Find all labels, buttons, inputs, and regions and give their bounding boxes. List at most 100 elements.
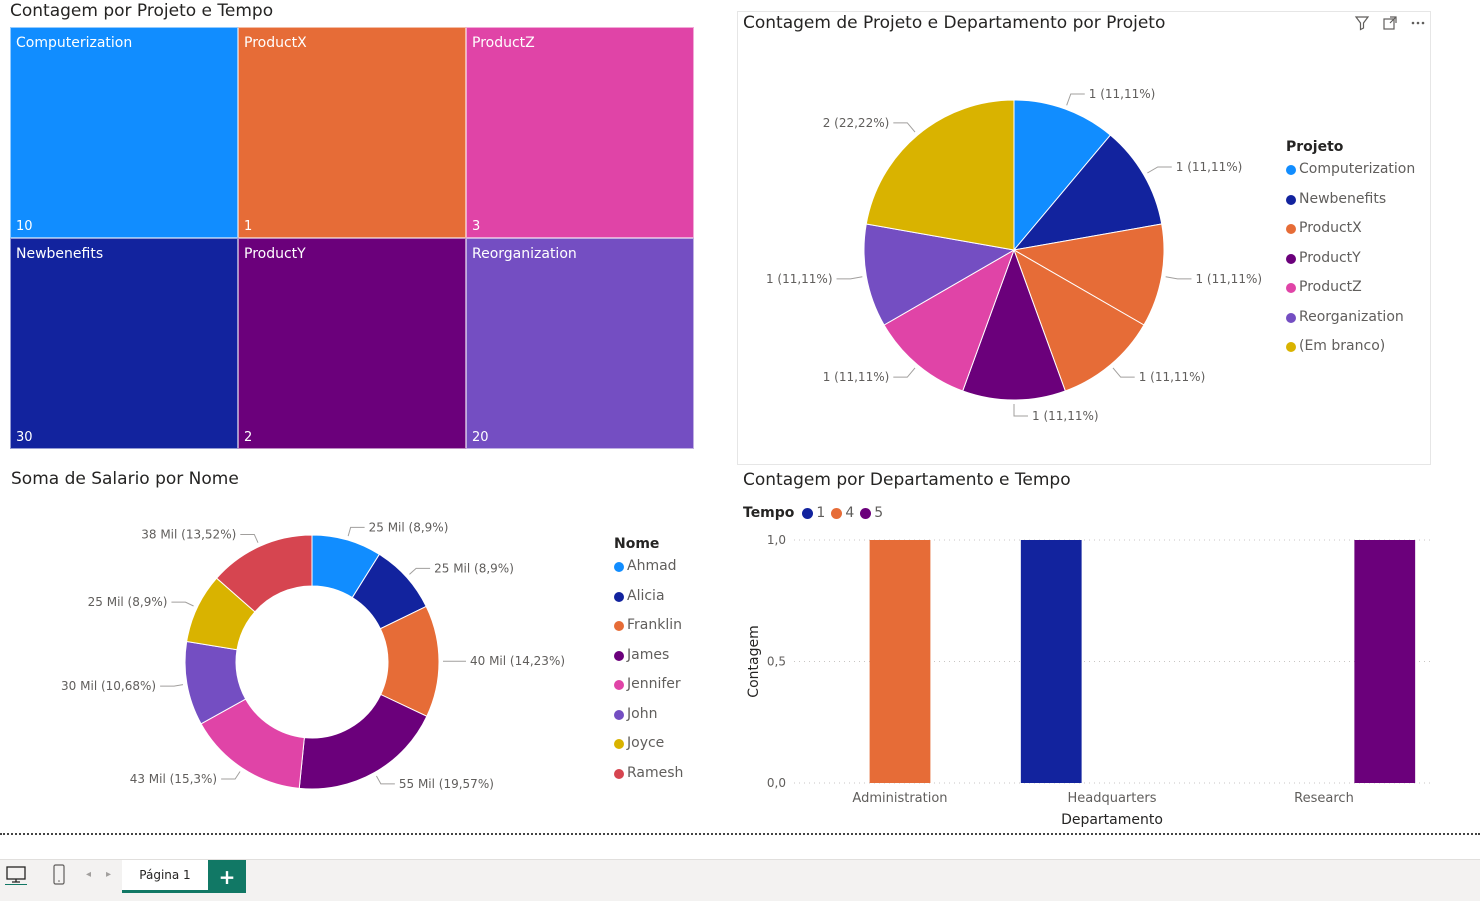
pie-slice-computerization[interactable] (1013, 99, 1112, 252)
legend-marker (831, 507, 843, 519)
pie-legend-item-producty[interactable]: ProductY (1286, 250, 1415, 280)
donut-legend-item-ramesh[interactable]: Ramesh (614, 765, 683, 795)
pie-data-label: 2 (22,22%) (823, 116, 890, 130)
legend-label: Newbenefits (1299, 190, 1387, 207)
legend-marker (614, 768, 624, 779)
pie-leader-line (1066, 93, 1085, 106)
donut-slice-james[interactable] (298, 693, 428, 790)
pie-slice-reorganization[interactable] (863, 223, 1016, 326)
bar-administration-tempo-4[interactable] (869, 540, 931, 783)
x-axis-title: Departamento (1061, 812, 1163, 828)
treemap-tile-value: 3 (472, 219, 481, 234)
legend-marker (1286, 165, 1296, 175)
more-options-icon[interactable] (1409, 14, 1427, 32)
donut-legend-title: Nome (614, 536, 660, 552)
bar-legend: Tempo 1 4 5 (743, 505, 889, 521)
pie-slice-producty[interactable] (962, 248, 1066, 401)
visual-header-icons (1353, 14, 1427, 32)
donut-leader-line (171, 601, 194, 607)
treemap-tile-computerization[interactable]: Computerization 10 (10, 27, 238, 238)
treemap-tile-label: ProductZ (472, 35, 535, 51)
donut-leader-line (240, 533, 259, 543)
pie-slice-newbenefits[interactable] (1012, 134, 1163, 251)
legend-label: John (627, 705, 658, 722)
donut-legend-item-joyce[interactable]: Joyce (614, 735, 683, 765)
donut-legend-item-alicia[interactable]: Alicia (614, 588, 683, 618)
treemap-tile-producty[interactable]: ProductY 2 (238, 238, 466, 449)
legend-marker (614, 621, 624, 631)
pie-leader-line (893, 367, 916, 378)
legend-marker (614, 739, 624, 749)
tab-pagina-1[interactable]: Página 1 (122, 860, 208, 893)
x-tick-label: Administration (852, 791, 947, 806)
focus-mode-icon[interactable] (1381, 14, 1399, 32)
bar-research-tempo-5[interactable] (1354, 540, 1416, 783)
donut-legend-item-james[interactable]: James (614, 647, 683, 677)
pie-data-label: 1 (11,11%) (1089, 87, 1156, 101)
pie-slice-productx[interactable] (1013, 248, 1145, 392)
bar-legend-item-5[interactable]: 5 (860, 505, 883, 521)
donut-data-label: 25 Mil (8,9%) (369, 520, 449, 534)
treemap-tile-productz[interactable]: ProductZ 3 (466, 27, 694, 238)
pie-legend-title: Projeto (1286, 139, 1344, 155)
treemap-tile-reorganization[interactable]: Reorganization 20 (466, 238, 694, 449)
legend-label: 5 (874, 505, 884, 521)
pie-leader-line (1013, 404, 1028, 417)
legend-marker (614, 709, 624, 720)
pie-slice-em-branco[interactable] (865, 99, 1015, 251)
legend-label: Computerization (1299, 161, 1416, 177)
pie-slice-productx[interactable] (1012, 223, 1165, 326)
legend-label: Ahmad (627, 558, 677, 574)
treemap-tile-productx[interactable]: ProductX 1 (238, 27, 466, 238)
treemap-tile-label: Newbenefits (16, 246, 104, 262)
legend-marker (614, 650, 624, 661)
donut-legend-item-ahmad[interactable]: Ahmad (614, 558, 683, 588)
legend-label: ProductX (1299, 220, 1362, 236)
pie-data-label: 1 (11,11%) (766, 272, 833, 286)
next-page-icon[interactable]: ▸ (106, 869, 112, 880)
pie-leader-line (1147, 166, 1172, 174)
donut-data-label: 55 Mil (19,57%) (399, 777, 494, 791)
donut-leader-line (160, 684, 184, 687)
legend-label: Ramesh (627, 764, 684, 781)
pie-data-label: 1 (11,11%) (823, 370, 890, 384)
legend-marker (1286, 342, 1296, 352)
treemap-tile-value: 10 (16, 219, 33, 234)
pie-slice-productz[interactable] (883, 248, 1015, 392)
treemap-chart: Computerization 10 ProductX 1 ProductZ 3 Newbe… (10, 27, 694, 449)
legend-label: 1 (816, 505, 826, 521)
x-tick-label: Research (1294, 791, 1354, 806)
bottom-strip (0, 894, 1480, 901)
donut-slice-ramesh[interactable] (215, 534, 313, 613)
donut-leader-line (376, 775, 395, 785)
pie-chart: 1 (11,11%) 1 (11,11%) 1 (11,11%) 1 (11,11%)… (766, 87, 1262, 423)
bar-headquarters-tempo-1[interactable] (1020, 540, 1082, 783)
donut-legend: Nome Ahmad Alicia Franklin James Jennifer Joh… (614, 536, 683, 794)
pie-legend-item-em-branco[interactable]: (Em branco) (1286, 338, 1415, 368)
treemap-tile-newbenefits[interactable]: Newbenefits 30 (10, 238, 238, 449)
donut-legend-item-franklin[interactable]: Franklin (614, 617, 683, 647)
bar-legend-item-4[interactable]: 4 (831, 505, 854, 521)
bar-legend-item-1[interactable]: 1 (802, 505, 825, 521)
donut-title: Soma de Salario por Nome (11, 469, 239, 489)
donut-legend-item-john[interactable]: John (614, 706, 683, 736)
page-boundary-line (0, 833, 1480, 835)
legend-label: Joyce (627, 735, 665, 751)
bar-title: Contagem por Departamento e Tempo (743, 470, 1071, 490)
pie-legend-item-productz[interactable]: ProductZ (1286, 279, 1415, 309)
previous-page-icon[interactable]: ◂ (86, 869, 92, 880)
desktop-layout-icon[interactable] (5, 865, 27, 889)
pie-legend-item-productx[interactable]: ProductX (1286, 220, 1415, 250)
pie-legend-item-newbenefits[interactable]: Newbenefits (1286, 191, 1415, 221)
donut-data-label: 40 Mil (14,23%) (470, 654, 565, 668)
legend-marker (860, 507, 872, 519)
donut-legend-item-jennifer[interactable]: Jennifer (614, 676, 683, 706)
mobile-layout-icon[interactable] (52, 864, 66, 890)
y-axis-title: Contagem (746, 625, 762, 697)
pie-legend-item-computerization[interactable]: Computerization (1286, 161, 1415, 191)
pie-leader-line (1112, 367, 1135, 378)
legend-label: James (627, 646, 670, 663)
add-page-button[interactable]: + (208, 860, 246, 893)
pie-legend-item-reorganization[interactable]: Reorganization (1286, 309, 1415, 339)
filter-icon[interactable] (1353, 14, 1371, 32)
